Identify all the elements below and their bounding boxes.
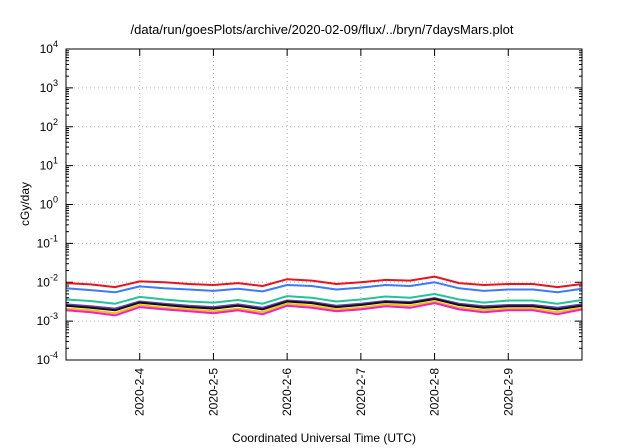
- series-line: [65, 293, 583, 305]
- series-line: [65, 281, 583, 294]
- x-tick-label: 2020-2-4: [133, 368, 147, 416]
- x-tick-label: 2020-2-7: [354, 368, 368, 416]
- x-tick-label: 2020-2-6: [280, 368, 294, 416]
- series-line: [65, 298, 583, 312]
- plot-frame: [65, 48, 583, 361]
- y-tick-label: 10-2: [37, 272, 58, 289]
- x-axis-label: Coordinated Universal Time (UTC): [232, 431, 416, 445]
- series-line: [65, 302, 583, 317]
- chart-title: /data/run/goesPlots/archive/2020-02-09/f…: [131, 22, 514, 37]
- y-axis-label: cGy/day: [18, 182, 32, 226]
- y-tick-label: 102: [40, 117, 58, 134]
- x-tick-label: 2020-2-8: [428, 368, 442, 416]
- y-tick-label: 104: [40, 39, 58, 56]
- y-tick-label: 10-3: [37, 311, 58, 328]
- x-tick-label: 2020-2-5: [206, 368, 220, 416]
- series-line: [65, 300, 583, 315]
- series-line: [65, 275, 583, 289]
- y-tick-label: 103: [40, 78, 58, 95]
- series-line: [65, 297, 583, 310]
- y-tick-label: 101: [40, 156, 58, 173]
- y-tick-label: 10-1: [37, 233, 58, 250]
- x-tick-label: 2020-2-9: [501, 368, 515, 416]
- y-tick-label: 100: [40, 195, 58, 212]
- y-tick-label: 10-4: [37, 350, 58, 367]
